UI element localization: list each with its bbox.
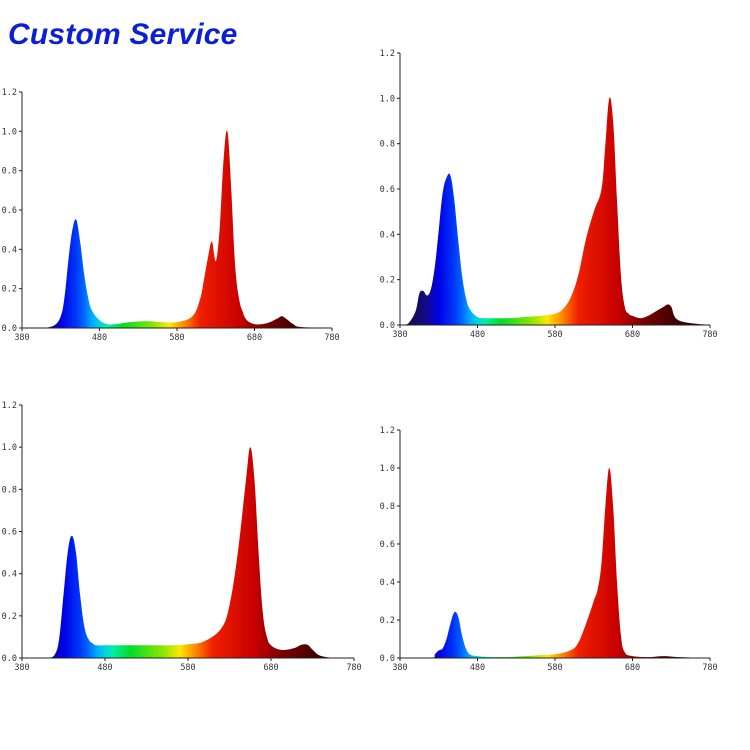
x-tick-label: 480: [97, 663, 112, 673]
x-tick-label: 480: [470, 330, 485, 340]
spectrum-area: [400, 468, 710, 658]
x-tick-label: 580: [180, 663, 195, 673]
x-tick-label: 380: [392, 330, 407, 340]
y-tick-label: 0.0: [380, 654, 395, 664]
y-tick-label: 1.0: [2, 127, 17, 137]
x-tick-label: 580: [547, 330, 562, 340]
y-tick-label: 0.8: [380, 502, 395, 512]
y-tick-label: 0.6: [380, 540, 395, 550]
y-tick-label: 0.8: [2, 167, 17, 177]
y-tick-label: 1.2: [380, 49, 395, 59]
x-tick-label: 380: [14, 663, 29, 673]
y-tick-label: 1.0: [380, 94, 395, 104]
x-tick-label: 780: [702, 330, 717, 340]
x-tick-label: 680: [625, 663, 640, 673]
y-tick-label: 1.2: [380, 426, 395, 436]
y-tick-label: 0.8: [2, 485, 17, 495]
y-tick-label: 0.6: [380, 185, 395, 195]
y-tick-label: 1.0: [2, 443, 17, 453]
spectrum-area: [22, 447, 354, 658]
y-tick-label: 1.2: [2, 401, 17, 411]
spectrum-chart-top-right: 0.0 0.2 0.4 0.6 0.8 1.0 1.2 380 480 580 680 780: [380, 49, 718, 340]
y-tick-label: 1.2: [2, 88, 17, 98]
y-tick-label: 0.8: [380, 140, 395, 150]
x-tick-label: 480: [92, 333, 107, 343]
x-tick-label: 380: [14, 333, 29, 343]
y-tick-label: 0.4: [380, 230, 395, 240]
y-tick-label: 0.6: [2, 206, 17, 216]
y-tick-label: 0.2: [2, 285, 17, 295]
spectrum-chart-top-left: 0.0 0.2 0.4 0.6 0.8 1.0 1.2 380 480 580 680 780: [2, 88, 340, 343]
y-tick-label: 0.0: [2, 324, 17, 334]
x-tick-label: 780: [324, 333, 339, 343]
x-tick-label: 780: [346, 663, 361, 673]
x-tick-label: 580: [169, 333, 184, 343]
y-tick-label: 0.4: [2, 570, 17, 580]
x-tick-label: 680: [625, 330, 640, 340]
spectrum-area: [400, 97, 710, 325]
x-tick-label: 780: [702, 663, 717, 673]
y-tick-label: 0.0: [380, 321, 395, 331]
x-tick-label: 680: [263, 663, 278, 673]
y-tick-label: 0.2: [380, 276, 395, 286]
y-tick-label: 1.0: [380, 464, 395, 474]
y-tick-label: 0.4: [2, 245, 17, 255]
y-tick-label: 0.0: [2, 654, 17, 664]
x-tick-label: 580: [547, 663, 562, 673]
x-tick-label: 680: [247, 333, 262, 343]
x-tick-label: 380: [392, 663, 407, 673]
spectrum-area: [22, 130, 332, 328]
y-tick-label: 0.4: [380, 578, 395, 588]
y-tick-label: 0.6: [2, 528, 17, 538]
spectrum-chart-bottom-left: 0.0 0.2 0.4 0.6 0.8 1.0 1.2 380 480 580 680 780: [2, 401, 362, 673]
spectrum-chart-bottom-right: 0.0 0.2 0.4 0.6 0.8 1.0 1.2 380 480 580 680 780: [380, 426, 718, 673]
y-tick-label: 0.2: [2, 612, 17, 622]
page-title: Custom Service: [8, 18, 238, 51]
y-tick-label: 0.2: [380, 616, 395, 626]
x-tick-label: 480: [470, 663, 485, 673]
